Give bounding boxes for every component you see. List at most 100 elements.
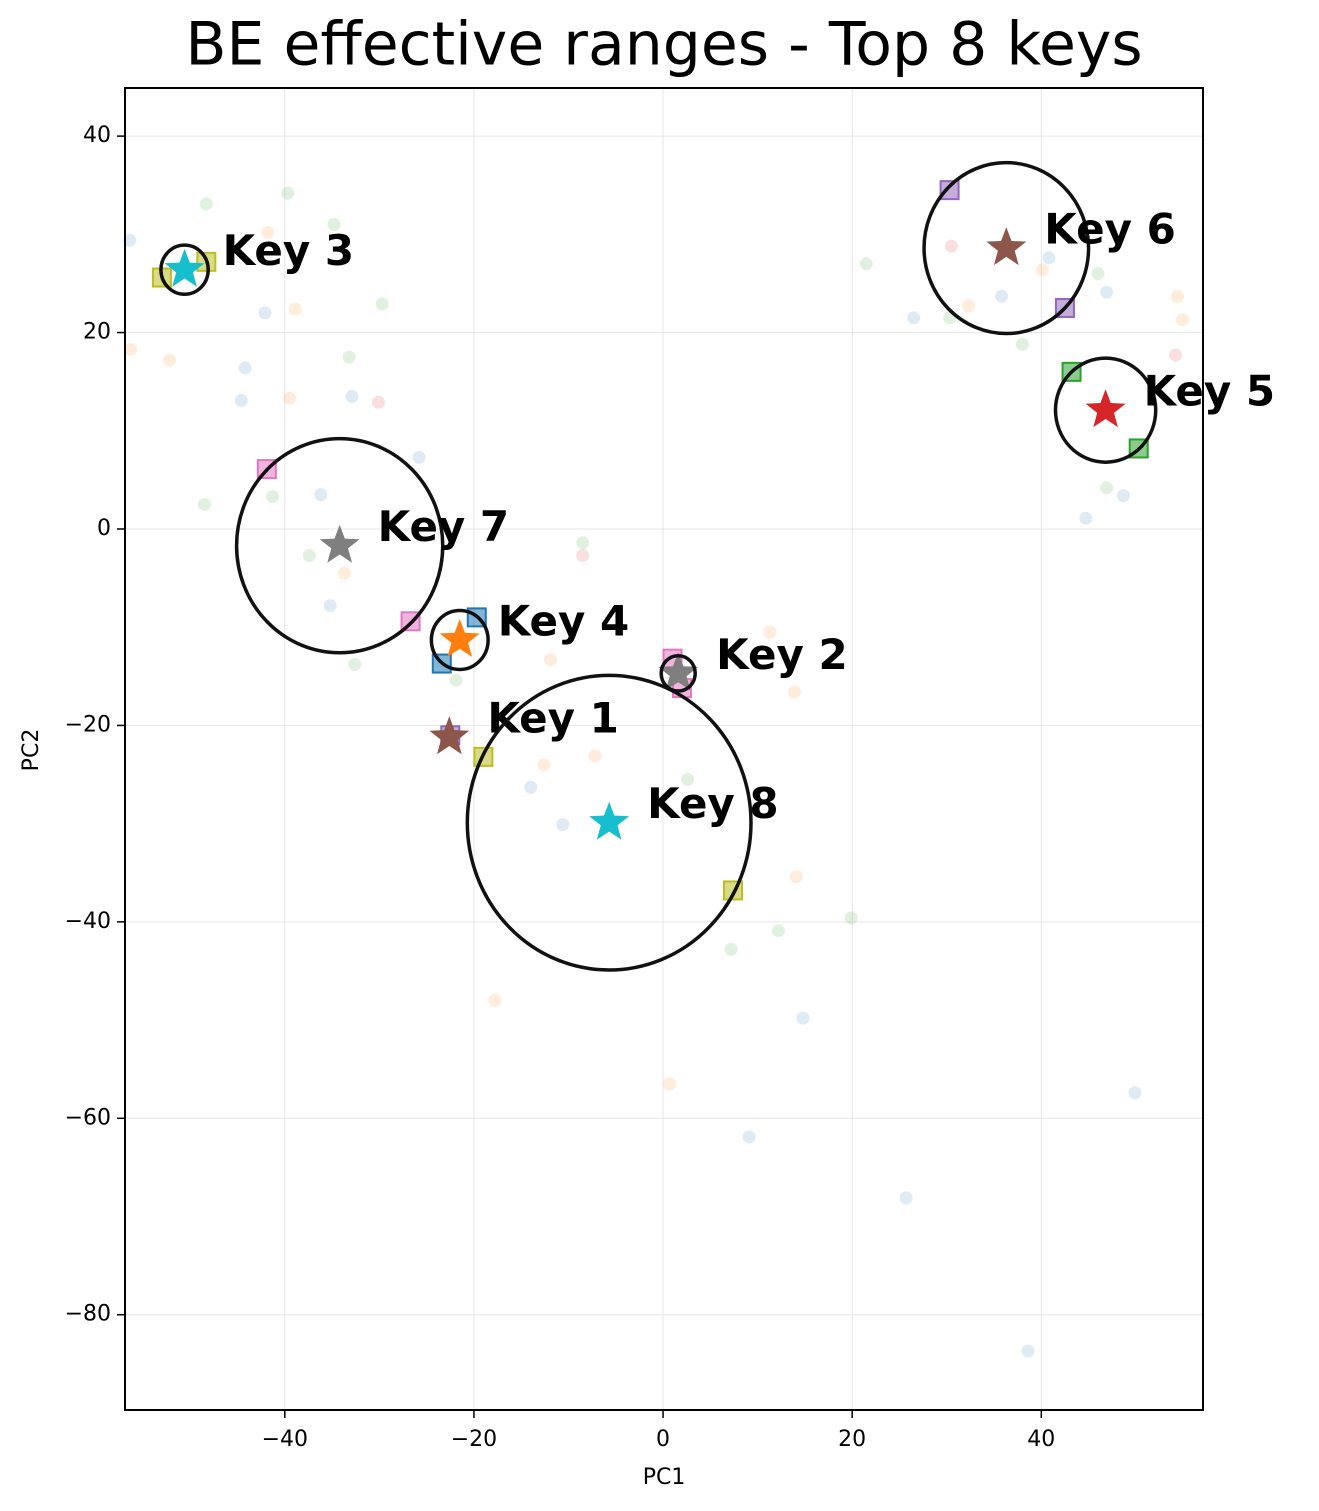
point <box>345 389 359 403</box>
point <box>787 685 801 699</box>
point <box>524 780 538 794</box>
point <box>375 297 389 311</box>
point <box>724 942 738 956</box>
point <box>1091 267 1105 281</box>
key-label: Key 7 <box>378 502 510 551</box>
point <box>544 653 558 667</box>
y-axis-label: PC2 <box>19 729 44 772</box>
key-star <box>319 524 360 563</box>
point <box>199 197 213 211</box>
y-tick-label: 20 <box>83 320 111 345</box>
point <box>197 497 211 511</box>
point <box>681 772 695 786</box>
point <box>1100 285 1114 299</box>
key-star <box>439 619 480 657</box>
point <box>283 391 297 405</box>
point <box>258 306 272 320</box>
key-label: Key 5 <box>1144 367 1276 416</box>
point <box>288 302 302 316</box>
point <box>348 658 362 672</box>
point <box>1170 289 1184 303</box>
point <box>1169 348 1183 362</box>
point <box>238 361 252 375</box>
key-label: Key 6 <box>1044 205 1176 254</box>
range-circle <box>1053 356 1158 464</box>
y-tick-label: 0 <box>97 516 111 541</box>
key-star <box>658 652 699 691</box>
y-tick-label: −80 <box>65 1302 111 1327</box>
x-tick-label: 0 <box>656 1427 670 1452</box>
x-tick-label: 20 <box>838 1427 866 1452</box>
point <box>961 299 975 313</box>
range-circle <box>234 436 445 655</box>
point <box>314 488 328 502</box>
point <box>281 186 295 200</box>
point <box>995 289 1009 303</box>
x-axis-label: PC1 <box>643 1465 686 1490</box>
point <box>556 818 570 832</box>
point <box>371 395 385 409</box>
key-label: Key 2 <box>716 630 848 679</box>
x-tick-label: −20 <box>451 1427 497 1452</box>
square-point <box>939 180 960 201</box>
plot-frame <box>124 87 1204 1411</box>
point <box>1079 511 1093 525</box>
point <box>663 1077 677 1091</box>
point <box>763 625 777 639</box>
point <box>266 490 280 504</box>
point <box>742 1130 756 1144</box>
point <box>899 1191 913 1205</box>
point <box>234 393 248 407</box>
point <box>1035 263 1049 277</box>
range-circle <box>159 243 210 297</box>
range-circle <box>465 673 753 972</box>
point <box>789 870 803 884</box>
key-label: Key 3 <box>223 226 355 275</box>
point <box>323 599 337 613</box>
point <box>844 911 858 925</box>
y-tick-label: 40 <box>83 123 111 148</box>
point <box>449 673 463 687</box>
key-star <box>986 227 1027 266</box>
point <box>302 549 316 563</box>
point <box>124 342 138 356</box>
point <box>537 758 551 772</box>
point <box>327 218 341 232</box>
point <box>1042 251 1056 265</box>
x-tick-label: −40 <box>262 1427 308 1452</box>
y-tick-label: −20 <box>65 712 111 737</box>
grid <box>125 88 1203 1410</box>
point <box>944 239 958 253</box>
point <box>588 749 602 763</box>
point <box>1128 1086 1142 1100</box>
point <box>342 350 356 364</box>
y-tick-label: −40 <box>65 909 111 934</box>
point <box>771 924 785 938</box>
point <box>1100 481 1114 495</box>
point <box>907 311 921 325</box>
x-tick-label: 40 <box>1027 1427 1055 1452</box>
key-star <box>164 248 205 287</box>
range-circle <box>429 608 490 672</box>
y-tick-label: −60 <box>65 1105 111 1130</box>
key-label: Key 8 <box>647 779 779 828</box>
point <box>412 450 426 464</box>
point <box>261 225 275 239</box>
range-circle <box>659 653 697 693</box>
key-label: Key 4 <box>498 596 630 645</box>
point <box>576 549 590 563</box>
point <box>337 566 351 580</box>
point <box>162 353 176 367</box>
point <box>488 993 502 1007</box>
key-star <box>589 801 630 840</box>
point <box>796 1011 810 1025</box>
point <box>576 536 590 550</box>
point <box>1015 337 1029 351</box>
point <box>123 233 137 247</box>
key-star <box>1085 389 1126 428</box>
point <box>1175 313 1189 327</box>
point <box>1117 489 1131 503</box>
key-star <box>429 716 470 755</box>
